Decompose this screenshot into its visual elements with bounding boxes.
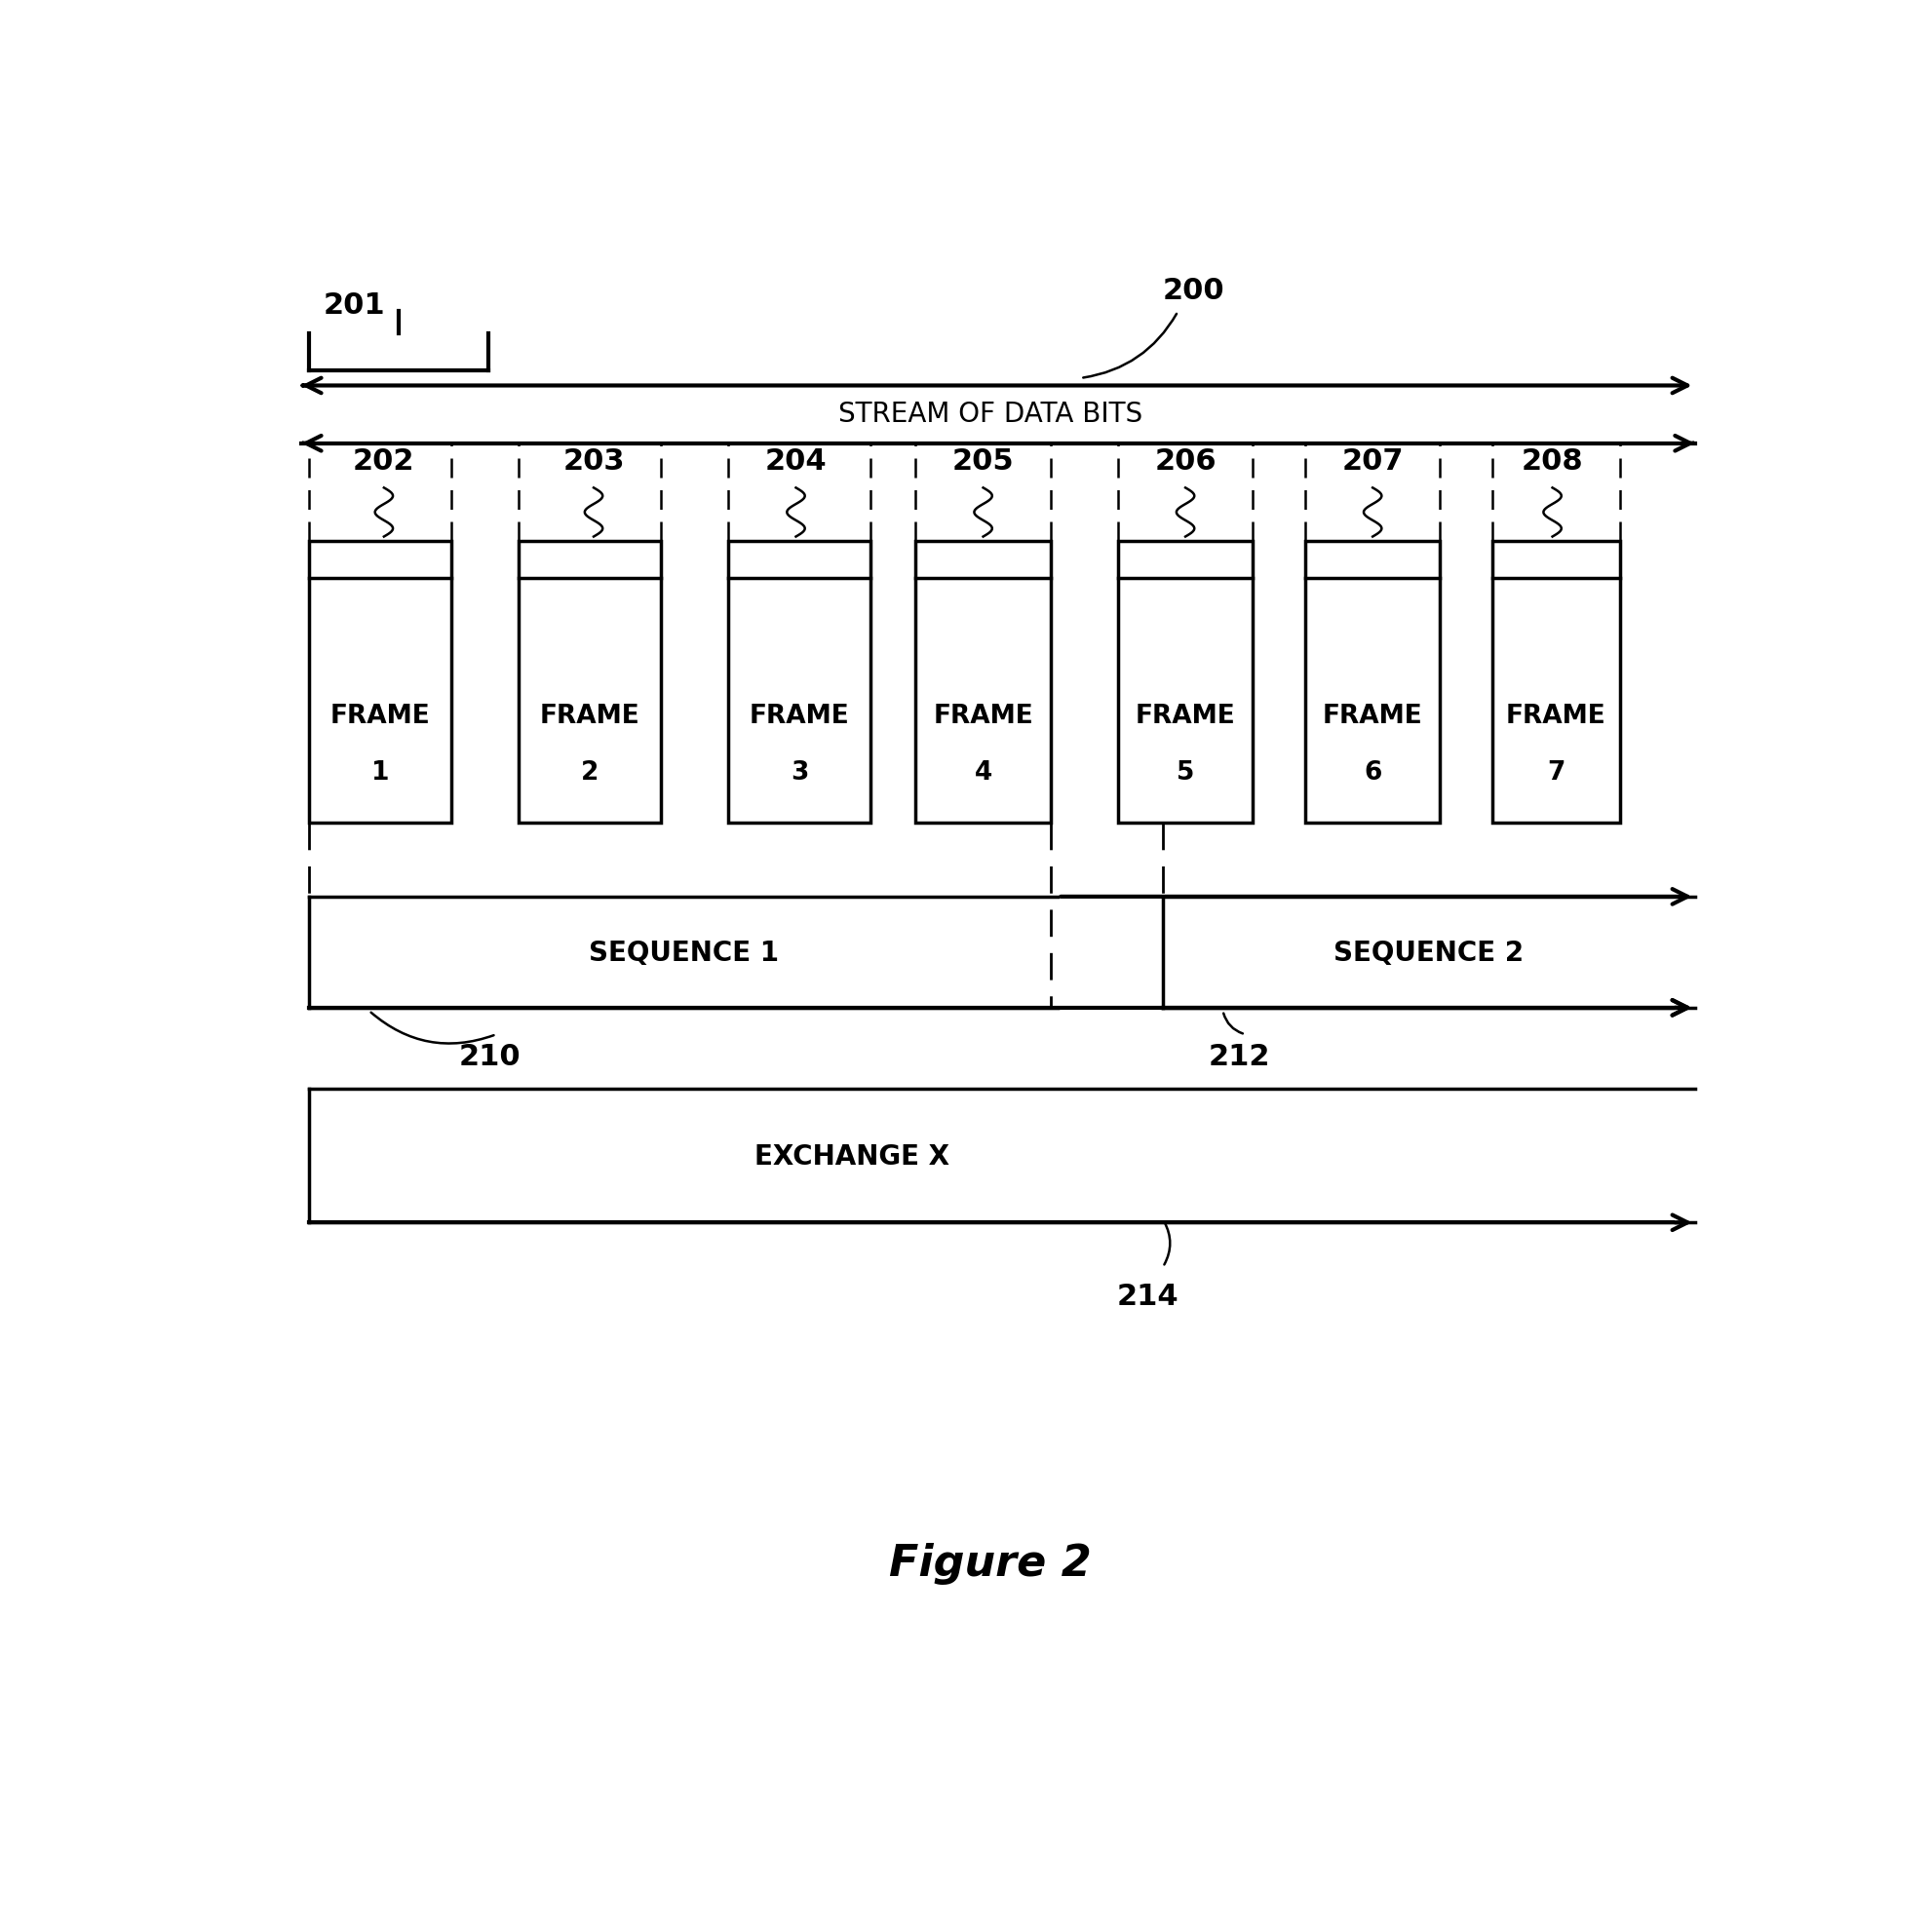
Text: 207: 207	[1341, 446, 1403, 475]
Text: FRAME: FRAME	[933, 704, 1034, 729]
Text: 202: 202	[354, 446, 415, 475]
Text: STREAM OF DATA BITS: STREAM OF DATA BITS	[838, 400, 1142, 429]
Text: 212: 212	[1208, 1042, 1269, 1071]
Text: SEQUENCE 2: SEQUENCE 2	[1333, 938, 1522, 965]
Bar	[1492, 542, 1619, 823]
Text: FRAME: FRAME	[1505, 704, 1605, 729]
Bar	[1117, 542, 1252, 823]
Text: 6: 6	[1362, 760, 1381, 785]
Text: EXCHANGE X: EXCHANGE X	[753, 1142, 949, 1169]
Text: 7: 7	[1546, 760, 1565, 785]
Text: 1: 1	[371, 760, 388, 785]
Text: 2: 2	[582, 760, 599, 785]
Text: SEQUENCE 1: SEQUENCE 1	[587, 938, 779, 965]
Text: 208: 208	[1520, 446, 1582, 475]
Text: FRAME: FRAME	[750, 704, 850, 729]
Text: Figure 2: Figure 2	[889, 1542, 1092, 1585]
Bar	[916, 542, 1051, 823]
Text: FRAME: FRAME	[1321, 704, 1422, 729]
Text: 200: 200	[1163, 277, 1225, 304]
Text: FRAME: FRAME	[1134, 704, 1235, 729]
Text: 201: 201	[323, 292, 384, 319]
Bar	[1304, 542, 1439, 823]
Bar	[518, 542, 661, 823]
Text: 206: 206	[1153, 446, 1215, 475]
Text: 203: 203	[562, 446, 624, 475]
Text: 210: 210	[458, 1042, 520, 1071]
Text: 4: 4	[974, 760, 991, 785]
Text: 3: 3	[790, 760, 808, 785]
Bar	[728, 542, 871, 823]
Text: FRAME: FRAME	[330, 704, 431, 729]
Text: FRAME: FRAME	[539, 704, 639, 729]
Text: 204: 204	[765, 446, 827, 475]
Text: 205: 205	[952, 446, 1014, 475]
Text: 5: 5	[1177, 760, 1194, 785]
Bar	[309, 542, 452, 823]
Text: 214: 214	[1117, 1283, 1179, 1310]
